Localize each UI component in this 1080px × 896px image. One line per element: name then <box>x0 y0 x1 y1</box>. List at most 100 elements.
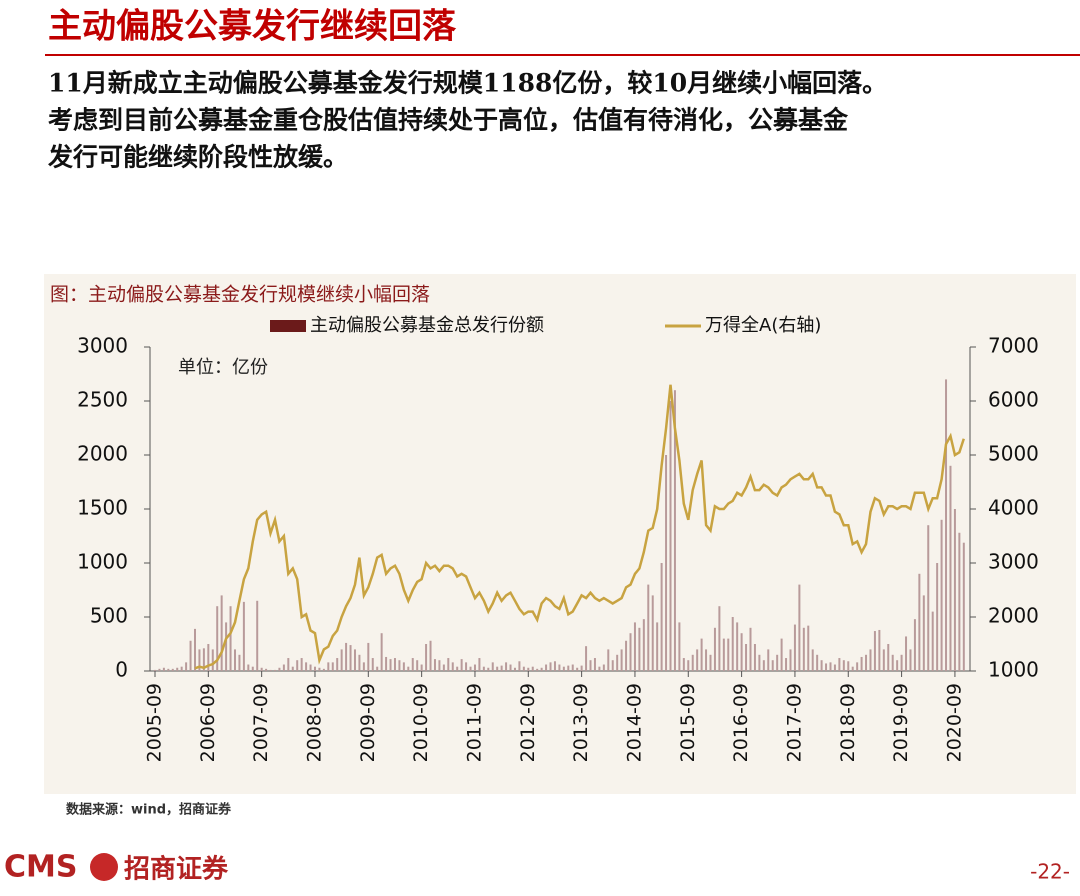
bar <box>202 648 205 671</box>
bar <box>678 622 681 671</box>
bar <box>940 519 943 671</box>
bar <box>958 532 961 671</box>
bar <box>780 638 783 671</box>
bar <box>807 625 810 671</box>
bar <box>762 660 765 671</box>
x-tick-label: 2014-09 <box>623 683 645 762</box>
x-tick-label: 2013-09 <box>570 683 592 762</box>
bar <box>176 667 179 671</box>
bar <box>473 664 476 671</box>
y-tick-label: 2000 <box>77 442 128 466</box>
bar <box>287 658 290 671</box>
bar <box>456 666 459 671</box>
bar <box>238 654 241 671</box>
bar <box>865 654 868 671</box>
bar <box>669 401 672 671</box>
y-tick-label: 2500 <box>77 388 128 412</box>
bar <box>740 633 743 671</box>
x-tick-label: 2017-09 <box>783 683 805 762</box>
bar <box>300 658 303 671</box>
bar <box>305 662 308 671</box>
bar <box>607 649 610 671</box>
bar <box>322 668 325 671</box>
bar <box>411 658 414 671</box>
bar <box>425 644 428 671</box>
bar <box>945 379 948 671</box>
bar <box>451 662 454 671</box>
bar <box>900 654 903 671</box>
bar <box>491 662 494 671</box>
bar <box>771 660 774 671</box>
bar <box>216 606 219 671</box>
bar <box>873 631 876 671</box>
bar <box>727 638 730 671</box>
bar <box>851 666 854 671</box>
bar <box>398 660 401 671</box>
bar <box>531 666 534 671</box>
bar <box>936 563 939 671</box>
bar <box>558 664 561 671</box>
bar <box>696 649 699 671</box>
bar <box>642 619 645 671</box>
bar <box>482 666 485 671</box>
bar <box>909 649 912 671</box>
bar <box>331 662 334 671</box>
bar <box>789 649 792 671</box>
bar <box>296 660 299 671</box>
logo: CMS <box>4 850 77 885</box>
bar <box>878 629 881 671</box>
bar <box>896 660 899 671</box>
bar <box>816 654 819 671</box>
y2-tick-label: 4000 <box>988 496 1039 520</box>
bar <box>700 638 703 671</box>
bar <box>811 649 814 671</box>
bar <box>260 667 263 671</box>
source: 数据来源：wind，招商证券 <box>66 802 232 818</box>
plot: 0 500 1000 1500 2000 2500 3000 1000 2000 3000 4000… <box>77 315 1039 762</box>
bar <box>540 667 543 671</box>
bar <box>869 649 872 671</box>
bar <box>349 645 352 671</box>
bar <box>291 666 294 671</box>
bar <box>571 664 574 671</box>
bar <box>220 595 223 671</box>
y-tick-label: 500 <box>90 604 128 628</box>
bar <box>407 666 410 671</box>
bar <box>913 619 916 671</box>
bar <box>536 668 539 671</box>
bar <box>953 509 956 671</box>
bar <box>225 622 228 671</box>
bar <box>745 644 748 671</box>
bar <box>505 662 508 671</box>
bar <box>509 664 512 671</box>
bar <box>385 656 388 671</box>
bar <box>496 666 499 671</box>
bar <box>580 665 583 671</box>
bar <box>905 636 908 671</box>
bar <box>847 661 850 671</box>
bar <box>273 669 276 671</box>
bar <box>887 644 890 671</box>
bar <box>633 622 636 671</box>
bar <box>318 667 321 671</box>
bar <box>718 606 721 671</box>
bar <box>313 666 316 671</box>
y2-tick-label: 7000 <box>988 334 1039 358</box>
bar <box>833 664 836 671</box>
bar <box>193 628 196 671</box>
bar <box>371 658 374 671</box>
y2-tick-label: 1000 <box>988 658 1039 682</box>
bar <box>158 668 161 671</box>
x-tick-label: 2012-09 <box>517 683 539 762</box>
bar <box>749 627 752 671</box>
bar <box>647 584 650 671</box>
bar <box>420 664 423 671</box>
bar <box>842 660 845 671</box>
y-tick-label: 0 <box>115 658 128 682</box>
bar <box>376 666 379 671</box>
bar <box>673 390 676 671</box>
bar <box>802 627 805 671</box>
bar <box>429 640 432 671</box>
bar <box>691 654 694 671</box>
